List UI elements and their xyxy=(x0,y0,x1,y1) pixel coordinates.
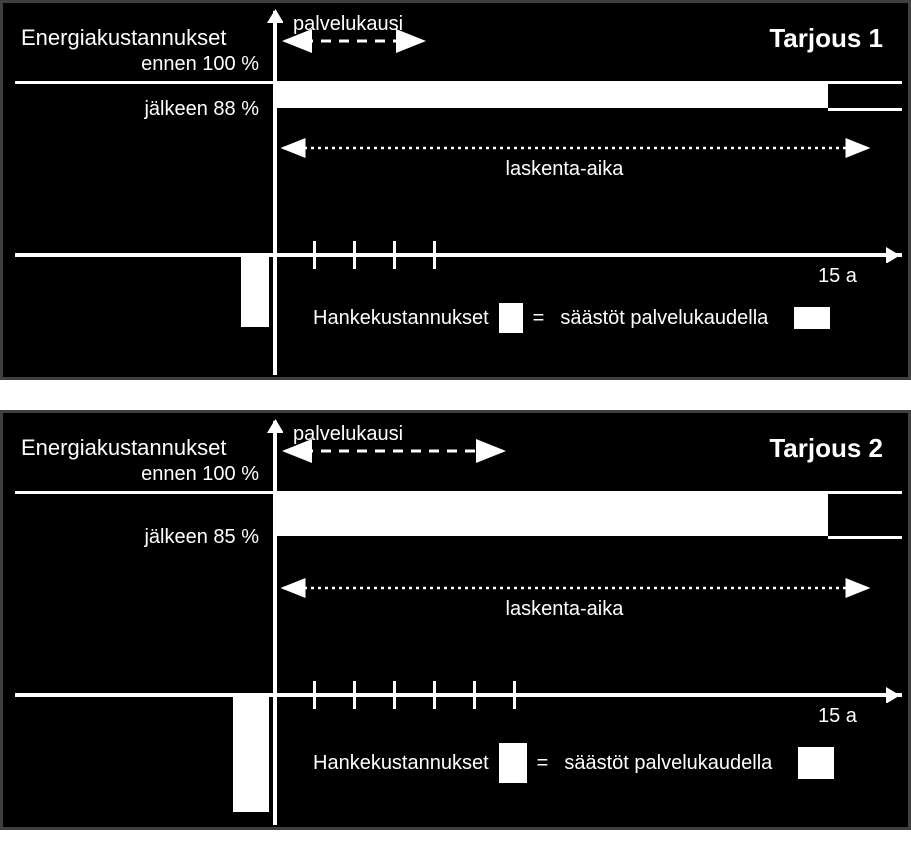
x-end-label: 15 a xyxy=(818,265,857,288)
legend-left-text: Hankekustannukset xyxy=(313,752,489,775)
legend-equals: = xyxy=(533,307,545,330)
legend-box-1 xyxy=(499,743,527,783)
legend-box-1 xyxy=(499,303,523,333)
hanke-bar xyxy=(233,697,269,812)
x-tick xyxy=(433,681,436,709)
legend-right-text: säästöt palvelukaudella xyxy=(564,752,772,775)
hanke-bar xyxy=(241,257,269,327)
x-tick xyxy=(433,241,436,269)
legend-equals: = xyxy=(537,752,549,775)
x-tick xyxy=(473,681,476,709)
chart-panel-1: Tarjous 1Energiakustannuksetennen 100 %j… xyxy=(0,0,911,380)
x-tick xyxy=(313,241,316,269)
legend-right-text: säästöt palvelukaudella xyxy=(560,307,768,330)
laskenta-label: laskenta-aika xyxy=(506,158,624,181)
legend-left-text: Hankekustannukset xyxy=(313,307,489,330)
legend-box-2 xyxy=(798,747,834,779)
legend-row: Hankekustannukset = säästöt palvelukaude… xyxy=(313,303,830,333)
x-axis xyxy=(15,693,902,697)
legend-row: Hankekustannukset = säästöt palvelukaude… xyxy=(313,743,834,783)
x-tick xyxy=(393,681,396,709)
x-axis xyxy=(15,253,902,257)
x-tick xyxy=(353,241,356,269)
chart-panel-2: Tarjous 2Energiakustannuksetennen 100 %j… xyxy=(0,410,911,830)
x-tick xyxy=(513,681,516,709)
x-tick xyxy=(393,241,396,269)
x-end-label: 15 a xyxy=(818,705,857,728)
laskenta-label: laskenta-aika xyxy=(506,598,624,621)
x-tick xyxy=(313,681,316,709)
x-tick xyxy=(353,681,356,709)
legend-box-2 xyxy=(794,307,830,329)
